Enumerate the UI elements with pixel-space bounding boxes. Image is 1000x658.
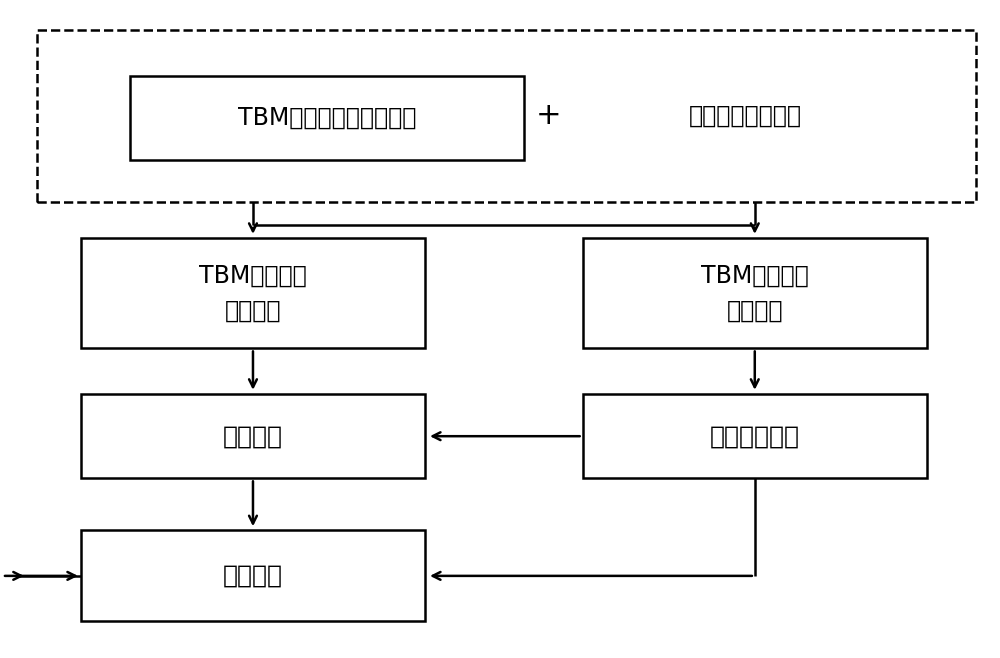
FancyBboxPatch shape (81, 530, 425, 621)
FancyBboxPatch shape (130, 76, 524, 160)
FancyBboxPatch shape (81, 394, 425, 478)
Text: +: + (535, 101, 561, 130)
FancyBboxPatch shape (583, 394, 927, 478)
Text: TBM滚刀寿命
预测模型: TBM滚刀寿命 预测模型 (701, 264, 809, 323)
Text: 施工成本: 施工成本 (223, 564, 283, 588)
Text: TBM掘进速度
预测模型: TBM掘进速度 预测模型 (199, 264, 307, 323)
FancyBboxPatch shape (81, 238, 425, 349)
Text: 滚刀更换成本: 滚刀更换成本 (710, 424, 800, 448)
Text: TBM参数（推力、扭矩）: TBM参数（推力、扭矩） (238, 106, 416, 130)
FancyBboxPatch shape (37, 30, 976, 202)
FancyBboxPatch shape (583, 238, 927, 349)
Text: 固定岩体约束条件: 固定岩体约束条件 (688, 104, 801, 128)
Text: 工期成本: 工期成本 (223, 424, 283, 448)
